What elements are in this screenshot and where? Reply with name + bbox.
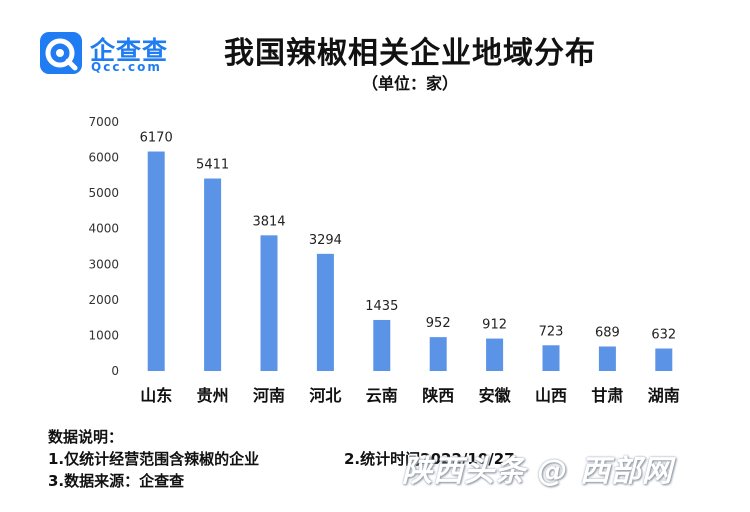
bar — [147, 151, 165, 371]
x-tick-label: 湖南 — [648, 386, 680, 405]
y-tick-label: 0 — [111, 364, 119, 378]
y-tick-label: 7000 — [88, 115, 119, 129]
x-tick-label: 河南 — [253, 386, 285, 405]
bars — [147, 151, 673, 371]
x-tick-label: 甘肃 — [591, 386, 623, 405]
bar — [316, 253, 334, 371]
qcc-logo: 企查查 Qcc.com — [40, 32, 190, 78]
data-label: 689 — [595, 325, 620, 340]
x-tick-label: 河北 — [309, 386, 341, 405]
data-label: 632 — [651, 328, 676, 343]
watermark: 陕西头条 @ 西部网 — [402, 454, 673, 489]
value-labels: 6170 5411 3814 3294 1435 952 912 723 689 632 — [140, 131, 677, 343]
y-tick-label: 6000 — [88, 151, 119, 165]
chart-title: 我国辣椒相关企业地域分布 — [224, 36, 596, 71]
note-source: 3.数据来源：企查查 — [48, 472, 185, 490]
y-axis: 0 1000 2000 3000 4000 5000 6000 7000 — [88, 115, 119, 378]
x-tick-label: 安徽 — [479, 386, 512, 405]
qcc-logo-icon — [40, 32, 82, 74]
data-label: 3814 — [252, 214, 285, 229]
x-tick-label: 陕西 — [422, 386, 454, 405]
data-label: 723 — [539, 324, 564, 339]
bar — [204, 178, 222, 371]
y-tick-label: 1000 — [88, 328, 119, 342]
chart-subtitle: （单位：家） — [361, 74, 458, 93]
bar-chart: 0 1000 2000 3000 4000 5000 6000 7000 6170 5411 38… — [88, 115, 680, 405]
x-tick-label: 山东 — [140, 386, 172, 405]
data-notes: 数据说明： 1.仅统计经营范围含辣椒的企业 3.数据来源：企查查 — [48, 426, 259, 492]
note-date: 2.统计时间2022/10/27 — [344, 450, 515, 468]
bar — [373, 319, 391, 371]
y-tick-label: 3000 — [88, 257, 119, 271]
logo-name: 企查查 — [90, 36, 169, 65]
bar — [655, 348, 673, 371]
notes-heading: 数据说明： — [48, 428, 124, 446]
y-tick-label: 2000 — [88, 293, 119, 307]
data-label: 3294 — [309, 233, 342, 248]
data-label: 1435 — [365, 299, 398, 314]
x-tick-label: 云南 — [366, 386, 398, 405]
data-label: 952 — [426, 316, 451, 331]
bar — [598, 346, 616, 371]
bar — [486, 338, 504, 371]
bar — [429, 337, 447, 371]
note-scope: 1.仅统计经营范围含辣椒的企业 — [48, 450, 260, 468]
data-label: 912 — [482, 318, 507, 333]
data-label: 6170 — [140, 131, 173, 146]
x-axis: 山东 贵州 河南 河北 云南 陕西 安徽 山西 甘肃 湖南 — [140, 386, 680, 405]
x-tick-label: 贵州 — [197, 386, 229, 405]
y-tick-label: 5000 — [88, 186, 119, 200]
bar — [542, 345, 560, 371]
logo-domain: Qcc.com — [91, 60, 162, 74]
bar — [260, 235, 278, 371]
y-tick-label: 4000 — [88, 222, 119, 236]
data-label: 5411 — [196, 158, 229, 173]
x-tick-label: 山西 — [535, 386, 567, 405]
